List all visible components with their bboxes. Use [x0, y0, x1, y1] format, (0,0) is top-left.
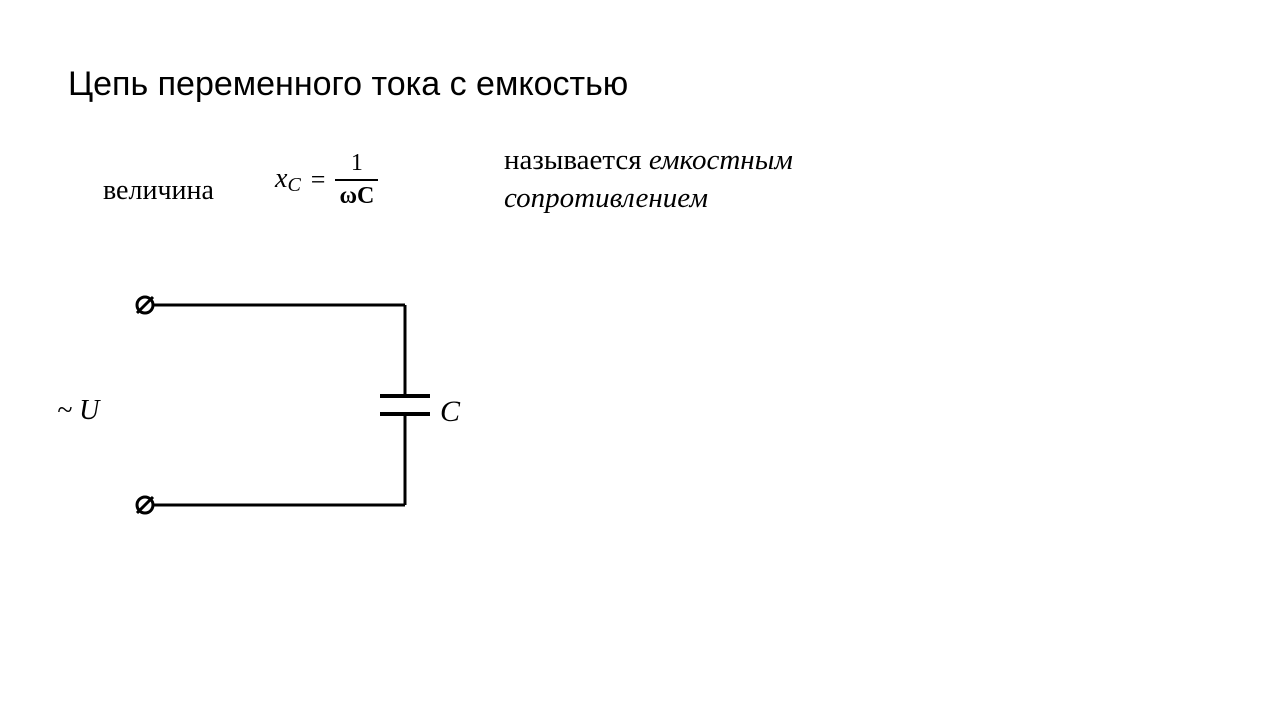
- formula-xc: xC: [275, 163, 301, 197]
- numerator: 1: [343, 150, 371, 177]
- circuit-svg: [75, 280, 495, 540]
- fraction-line: [335, 179, 378, 181]
- denominator: ωC: [335, 183, 378, 210]
- desc-italic1: емкостным: [649, 144, 793, 176]
- desc-text1: называется: [504, 144, 649, 176]
- top-terminal-icon: [137, 297, 153, 313]
- circuit-diagram: [75, 280, 495, 545]
- equals-sign: =: [311, 165, 326, 195]
- description: называется емкостным сопротивлением: [504, 142, 793, 217]
- fraction: 1 ωC: [335, 150, 378, 210]
- desc-italic2: сопротивлением: [504, 182, 708, 214]
- quantity-label: величина: [103, 175, 214, 207]
- bottom-terminal-icon: [137, 497, 153, 513]
- formula: xC = 1 ωC: [275, 150, 378, 210]
- page-title: Цепь переменного тока с емкостью: [68, 65, 628, 104]
